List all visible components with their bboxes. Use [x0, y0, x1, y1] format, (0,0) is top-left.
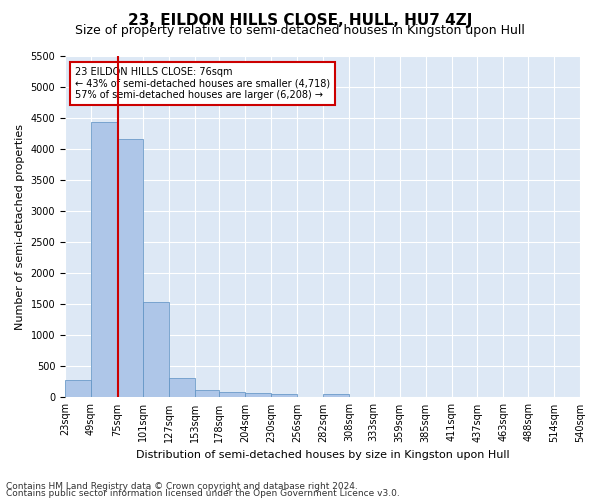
Bar	[271, 394, 297, 398]
Bar	[245, 393, 271, 398]
Text: 23, EILDON HILLS CLOSE, HULL, HU7 4ZJ: 23, EILDON HILLS CLOSE, HULL, HU7 4ZJ	[128, 12, 472, 28]
Bar	[65, 380, 91, 398]
X-axis label: Distribution of semi-detached houses by size in Kingston upon Hull: Distribution of semi-detached houses by …	[136, 450, 509, 460]
Bar	[220, 392, 245, 398]
Bar	[91, 122, 117, 398]
Bar	[169, 378, 194, 398]
Text: Contains public sector information licensed under the Open Government Licence v3: Contains public sector information licen…	[6, 489, 400, 498]
Bar	[323, 394, 349, 398]
Bar	[143, 302, 169, 398]
Y-axis label: Number of semi-detached properties: Number of semi-detached properties	[15, 124, 25, 330]
Text: Size of property relative to semi-detached houses in Kingston upon Hull: Size of property relative to semi-detach…	[75, 24, 525, 37]
Text: Contains HM Land Registry data © Crown copyright and database right 2024.: Contains HM Land Registry data © Crown c…	[6, 482, 358, 491]
Bar	[117, 139, 143, 398]
Text: 23 EILDON HILLS CLOSE: 76sqm
← 43% of semi-detached houses are smaller (4,718)
5: 23 EILDON HILLS CLOSE: 76sqm ← 43% of se…	[76, 66, 331, 100]
Bar	[194, 390, 220, 398]
